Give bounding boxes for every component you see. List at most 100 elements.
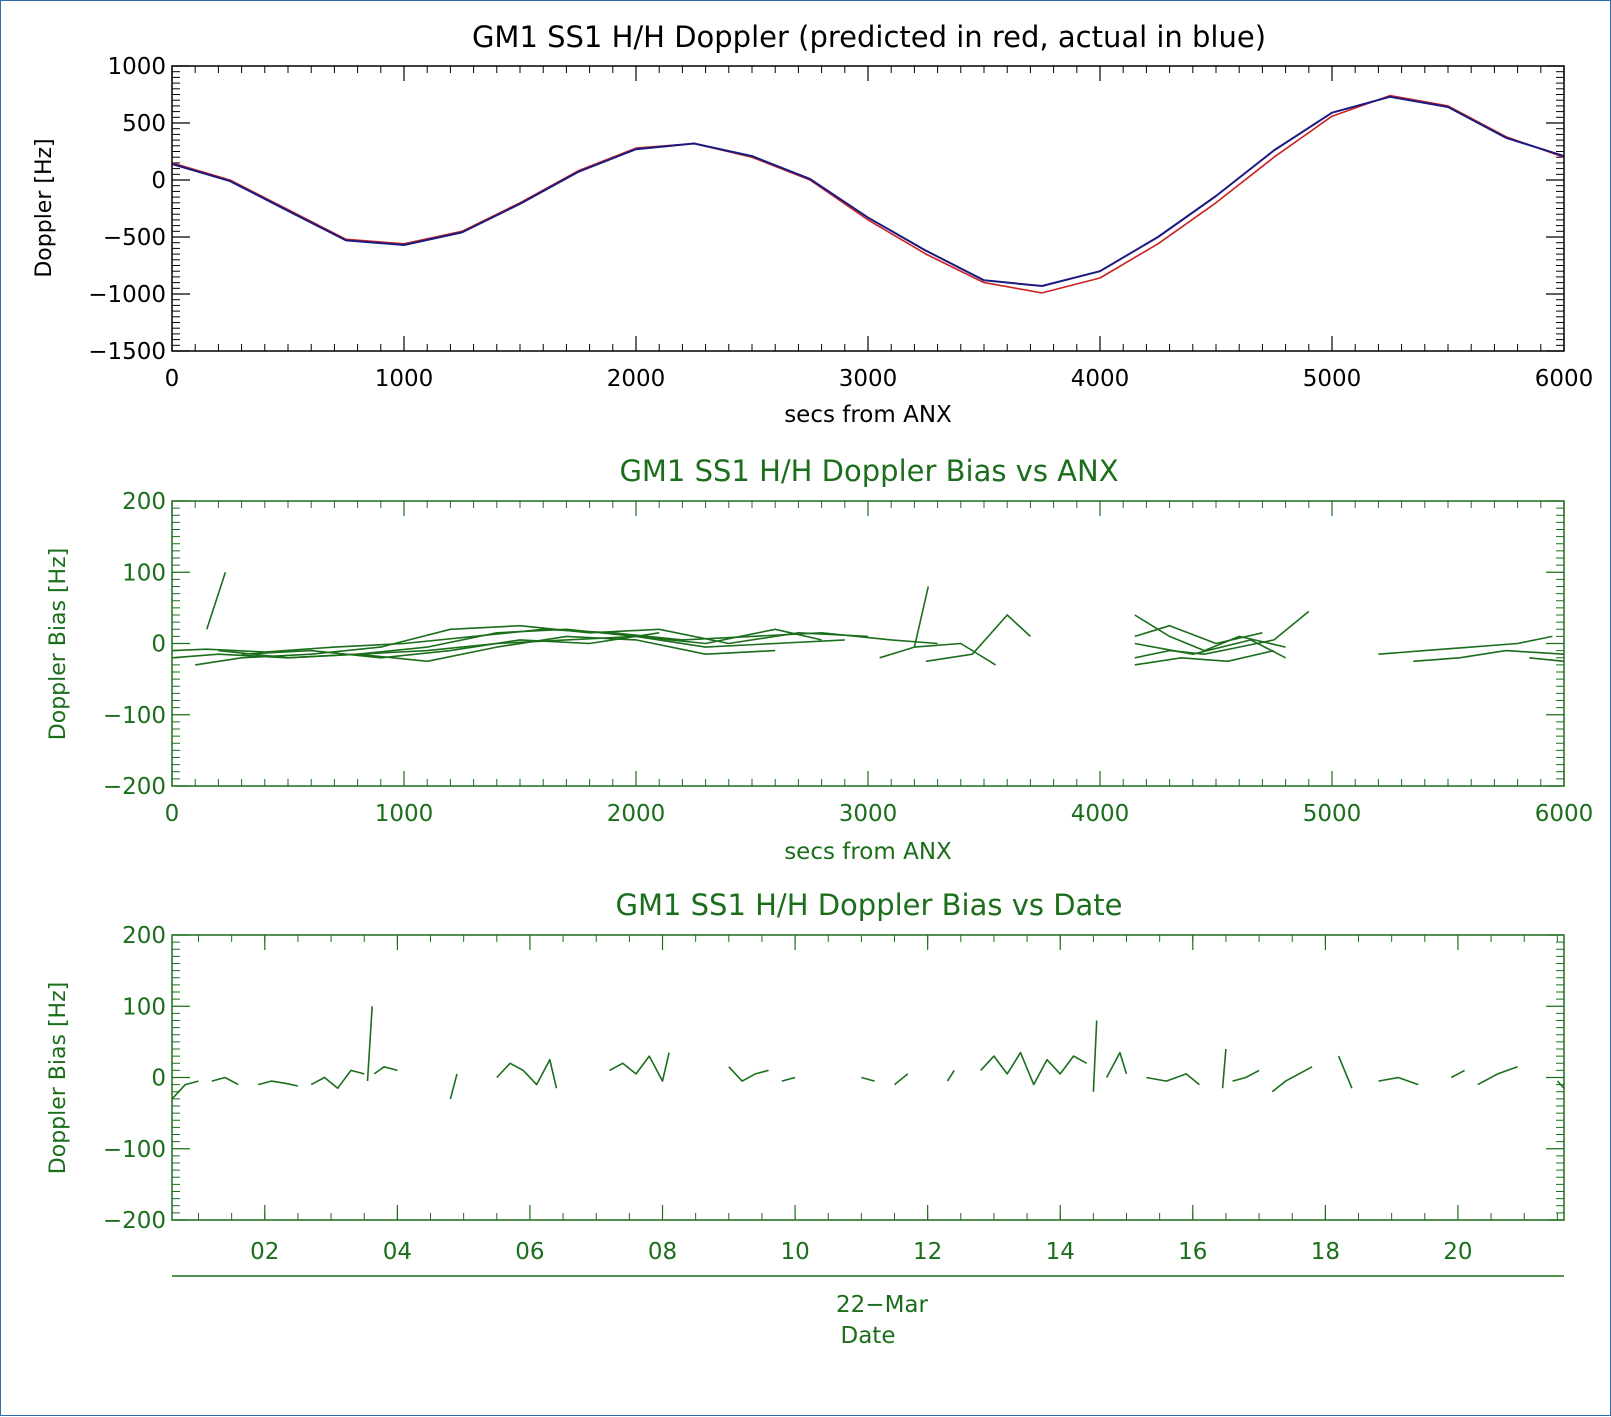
y-tick-label: 0 bbox=[151, 168, 166, 194]
x-tick-label: 1000 bbox=[375, 801, 434, 827]
doppler-bias-segment bbox=[893, 1073, 909, 1086]
y-tick-label: 0 bbox=[151, 1066, 166, 1092]
doppler-bias-segment bbox=[861, 1076, 875, 1082]
plot2-frame bbox=[171, 500, 1565, 787]
y-tick-label: −1000 bbox=[88, 282, 166, 308]
y-tick-label: −200 bbox=[103, 774, 166, 800]
doppler-bias-segment bbox=[496, 1058, 558, 1089]
doppler-bias-segment bbox=[1477, 1066, 1518, 1086]
x-tick-label: 0 bbox=[165, 801, 180, 827]
y-tick-label: −500 bbox=[103, 225, 166, 251]
plot3-x-label-month: 22−Mar bbox=[836, 1292, 928, 1318]
x-tick-label: 2000 bbox=[607, 801, 666, 827]
plot1-y-label: Doppler [Hz] bbox=[32, 138, 57, 277]
x-tick-label: 18 bbox=[1311, 1239, 1340, 1265]
y-tick-label: 0 bbox=[151, 632, 166, 658]
plot3-x-label: Date bbox=[841, 1323, 896, 1349]
doppler-bias-segment bbox=[1450, 1069, 1465, 1079]
doppler-bias-segment bbox=[171, 1080, 199, 1100]
x-tick-label: 3000 bbox=[839, 801, 898, 827]
x-tick-label: 12 bbox=[913, 1239, 942, 1265]
x-tick-label: 4000 bbox=[1071, 366, 1130, 392]
doppler-bias-segment bbox=[241, 632, 660, 659]
doppler-bias-segment bbox=[946, 1069, 955, 1082]
plot3-ticks bbox=[172, 934, 1564, 1221]
x-tick-label: 2000 bbox=[607, 366, 666, 392]
x-tick-label: 10 bbox=[780, 1239, 809, 1265]
y-tick-label: −200 bbox=[103, 1208, 166, 1234]
plot3-title: GM1 SS1 H/H Doppler Bias vs Date bbox=[615, 888, 1122, 922]
doppler-bias-segment bbox=[728, 1066, 769, 1082]
doppler-bias-segment bbox=[1337, 1055, 1353, 1089]
x-tick-label: 02 bbox=[250, 1239, 279, 1265]
doppler-bias-segment bbox=[925, 614, 1031, 663]
doppler-bias-segment bbox=[609, 1052, 670, 1082]
doppler-bias-segment bbox=[879, 642, 997, 666]
x-tick-label: 6000 bbox=[1535, 801, 1594, 827]
doppler-bias-segment bbox=[980, 1051, 1088, 1086]
doppler-bias-segment bbox=[257, 1080, 299, 1087]
x-tick-label: 14 bbox=[1046, 1239, 1075, 1265]
doppler-bias-segment bbox=[211, 1076, 239, 1086]
y-tick-label: −100 bbox=[103, 703, 166, 729]
x-tick-label: 0 bbox=[165, 366, 180, 392]
x-tick-label: 20 bbox=[1443, 1239, 1472, 1265]
doppler-bias-segment bbox=[1378, 1076, 1419, 1086]
doppler-bias-segment bbox=[206, 572, 227, 630]
plot1-frame bbox=[171, 65, 1565, 352]
doppler-bias-segment bbox=[171, 635, 845, 659]
doppler-bias-segment bbox=[195, 624, 869, 666]
plot1-lines bbox=[171, 94, 1565, 294]
doppler-bias-segment bbox=[1271, 1066, 1313, 1093]
doppler-bias-segment bbox=[373, 1066, 398, 1075]
y-tick-label: −1500 bbox=[88, 339, 166, 365]
plot1-x-label: secs from ANX bbox=[784, 402, 952, 428]
y-tick-label: 500 bbox=[122, 111, 166, 137]
doppler-bias-segment bbox=[1413, 649, 1565, 663]
doppler-bias-segment bbox=[1556, 1080, 1565, 1089]
y-tick-label: 200 bbox=[122, 489, 166, 515]
doppler-bias-segment bbox=[1146, 1073, 1200, 1086]
plot3-frame bbox=[171, 934, 1565, 1221]
doppler-bias-segment bbox=[218, 635, 776, 663]
doppler-bias-segment bbox=[357, 628, 822, 655]
doppler-bias-segment bbox=[1529, 657, 1565, 663]
x-tick-label: 16 bbox=[1178, 1239, 1207, 1265]
plot3-y-label: Doppler Bias [Hz] bbox=[46, 982, 71, 1174]
doppler-bias-segment bbox=[366, 1006, 373, 1082]
y-tick-label: 1000 bbox=[107, 54, 166, 80]
plot2-title: GM1 SS1 H/H Doppler Bias vs ANX bbox=[619, 454, 1118, 488]
doppler-bias-segment bbox=[310, 1069, 365, 1089]
doppler-bias-segment bbox=[1134, 639, 1286, 659]
doppler-bias-segment bbox=[1134, 649, 1275, 666]
x-tick-label: 5000 bbox=[1303, 801, 1362, 827]
doppler-bias-segment bbox=[1134, 614, 1286, 652]
x-tick-label: 3000 bbox=[839, 366, 898, 392]
predicted-doppler-line bbox=[171, 94, 1565, 294]
doppler-bias-segment bbox=[171, 628, 938, 653]
x-tick-label: 06 bbox=[515, 1239, 544, 1265]
actual-doppler-line bbox=[171, 95, 1565, 287]
doppler-bias-segment bbox=[1221, 1048, 1227, 1089]
plot2-y-label: Doppler Bias [Hz] bbox=[46, 548, 71, 740]
y-tick-label: −100 bbox=[103, 1137, 166, 1163]
y-tick-label: 200 bbox=[122, 923, 166, 949]
x-tick-label: 6000 bbox=[1535, 366, 1594, 392]
doppler-bias-segment bbox=[1105, 1051, 1128, 1078]
x-tick-label: 04 bbox=[383, 1239, 412, 1265]
plot2-x-label: secs from ANX bbox=[784, 839, 952, 865]
x-tick-label: 1000 bbox=[375, 366, 434, 392]
doppler-bias-segment bbox=[1378, 635, 1553, 655]
plot3-lines bbox=[171, 1006, 1565, 1100]
doppler-bias-segment bbox=[913, 586, 930, 648]
doppler-bias-segment bbox=[1092, 1020, 1098, 1092]
doppler-bias-segment bbox=[781, 1076, 796, 1082]
y-tick-label: 100 bbox=[122, 994, 166, 1020]
x-tick-label: 5000 bbox=[1303, 366, 1362, 392]
doppler-bias-segment bbox=[1134, 624, 1263, 645]
doppler-bias-segment bbox=[1134, 610, 1310, 659]
x-tick-label: 4000 bbox=[1071, 801, 1130, 827]
